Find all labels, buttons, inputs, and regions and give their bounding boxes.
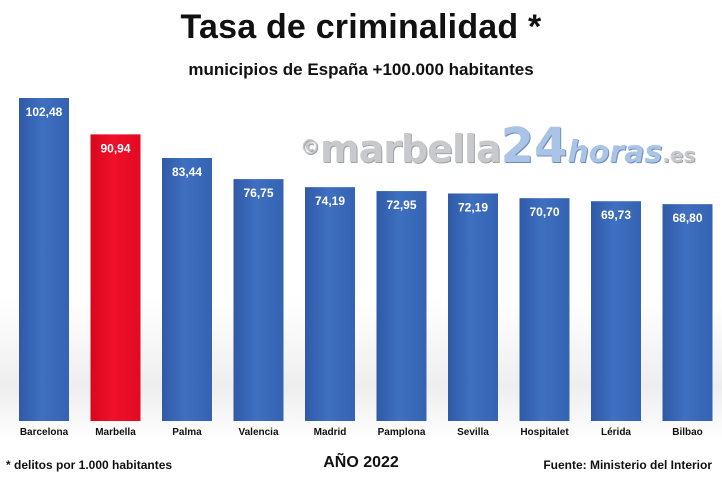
category-label: Lérida xyxy=(601,427,631,438)
bar-bilbao xyxy=(662,204,713,421)
bar-palma xyxy=(162,158,212,421)
bar-value-label: 90,94 xyxy=(100,141,130,155)
bar-madrid xyxy=(305,187,355,421)
chart-subtitle: municipios de España +100.000 habitantes xyxy=(188,60,534,79)
bar-value-label: 83,44 xyxy=(172,165,202,179)
bar-barcelona xyxy=(19,98,69,421)
bar-pamplona xyxy=(376,191,427,421)
category-label: Valencia xyxy=(238,427,278,438)
watermark-logo: ©marbella24horas.es xyxy=(300,118,695,174)
bar-value-label: 68,80 xyxy=(672,211,702,225)
category-label: Madrid xyxy=(314,427,347,438)
chart-title: Tasa de criminalidad * xyxy=(180,8,542,46)
category-label: Bilbao xyxy=(672,427,703,438)
category-label: Hospitalet xyxy=(520,427,569,438)
watermark-main: marbella xyxy=(320,127,502,171)
bar-value-label: 72,19 xyxy=(458,200,488,214)
watermark-number: 24 xyxy=(500,118,568,174)
bar-hospitalet xyxy=(519,198,570,421)
bar-value-label: 69,73 xyxy=(601,208,631,222)
watermark-sub: horas xyxy=(567,135,663,170)
footnote: * delitos por 1.000 habitantes xyxy=(6,458,173,472)
bar-value-label: 72,95 xyxy=(386,198,416,212)
watermark-copyright: © xyxy=(300,135,320,159)
bar-lérida xyxy=(591,201,641,421)
bar-value-label: 102,48 xyxy=(26,105,63,119)
bar-value-label: 70,70 xyxy=(529,205,559,219)
category-label: Palma xyxy=(172,427,202,438)
bar-marbella xyxy=(90,134,141,421)
source-label: Fuente: Ministerio del Interior xyxy=(543,458,712,472)
category-label: Barcelona xyxy=(20,427,69,438)
watermark-domain: .es xyxy=(662,143,696,167)
bar-value-label: 74,19 xyxy=(315,194,345,208)
bar-sevilla xyxy=(448,193,498,421)
category-label: Pamplona xyxy=(378,427,426,438)
year-label: AÑO 2022 xyxy=(323,454,399,471)
bar-valencia xyxy=(233,179,284,421)
category-label: Sevilla xyxy=(457,427,489,438)
category-label: Marbella xyxy=(95,427,136,438)
bar-value-label: 76,75 xyxy=(243,186,273,200)
bar-chart: 102,48 Barcelona 90,94 Marbella 83,44 Palma 76… xyxy=(19,98,713,438)
plot-area: 102,48 Barcelona 90,94 Marbella 83,44 Palma 76… xyxy=(0,86,722,441)
